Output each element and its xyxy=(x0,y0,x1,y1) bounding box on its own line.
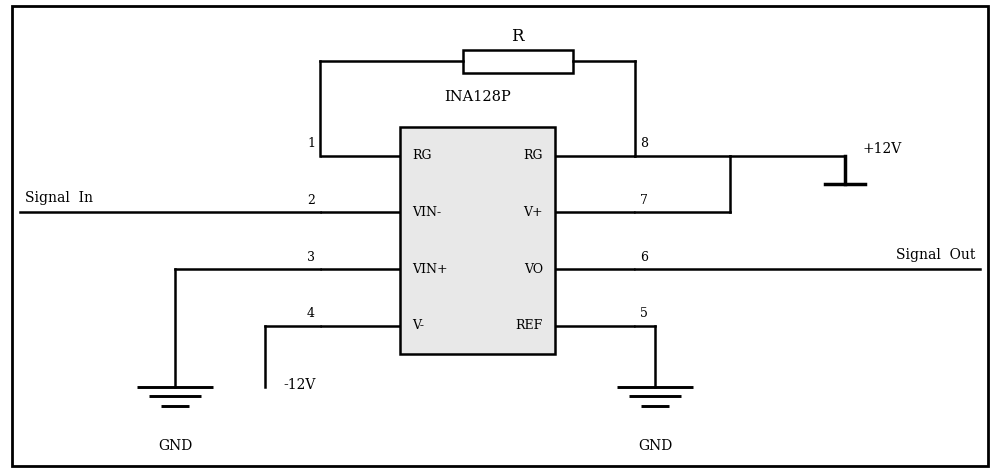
Text: 3: 3 xyxy=(307,251,315,264)
Text: VIN+: VIN+ xyxy=(412,262,448,276)
Bar xyxy=(400,127,555,354)
Text: VO: VO xyxy=(524,262,543,276)
Text: GND: GND xyxy=(158,439,192,453)
Text: 8: 8 xyxy=(640,137,648,151)
Text: 5: 5 xyxy=(640,307,648,320)
Text: REF: REF xyxy=(516,319,543,332)
Text: INA128P: INA128P xyxy=(444,90,511,104)
Text: 4: 4 xyxy=(307,307,315,320)
Text: 6: 6 xyxy=(640,251,648,264)
Text: 2: 2 xyxy=(307,194,315,207)
Text: 7: 7 xyxy=(640,194,648,207)
Bar xyxy=(463,50,573,73)
Text: RG: RG xyxy=(412,149,432,162)
Text: R: R xyxy=(511,28,524,45)
Text: +12V: +12V xyxy=(863,142,902,156)
Text: Signal  In: Signal In xyxy=(25,191,93,205)
Text: VIN-: VIN- xyxy=(412,206,441,219)
Text: GND: GND xyxy=(638,439,672,453)
Text: V+: V+ xyxy=(523,206,543,219)
Text: RG: RG xyxy=(524,149,543,162)
Text: V-: V- xyxy=(412,319,424,332)
Text: Signal  Out: Signal Out xyxy=(896,248,975,262)
Text: 1: 1 xyxy=(307,137,315,151)
Text: -12V: -12V xyxy=(283,378,315,392)
